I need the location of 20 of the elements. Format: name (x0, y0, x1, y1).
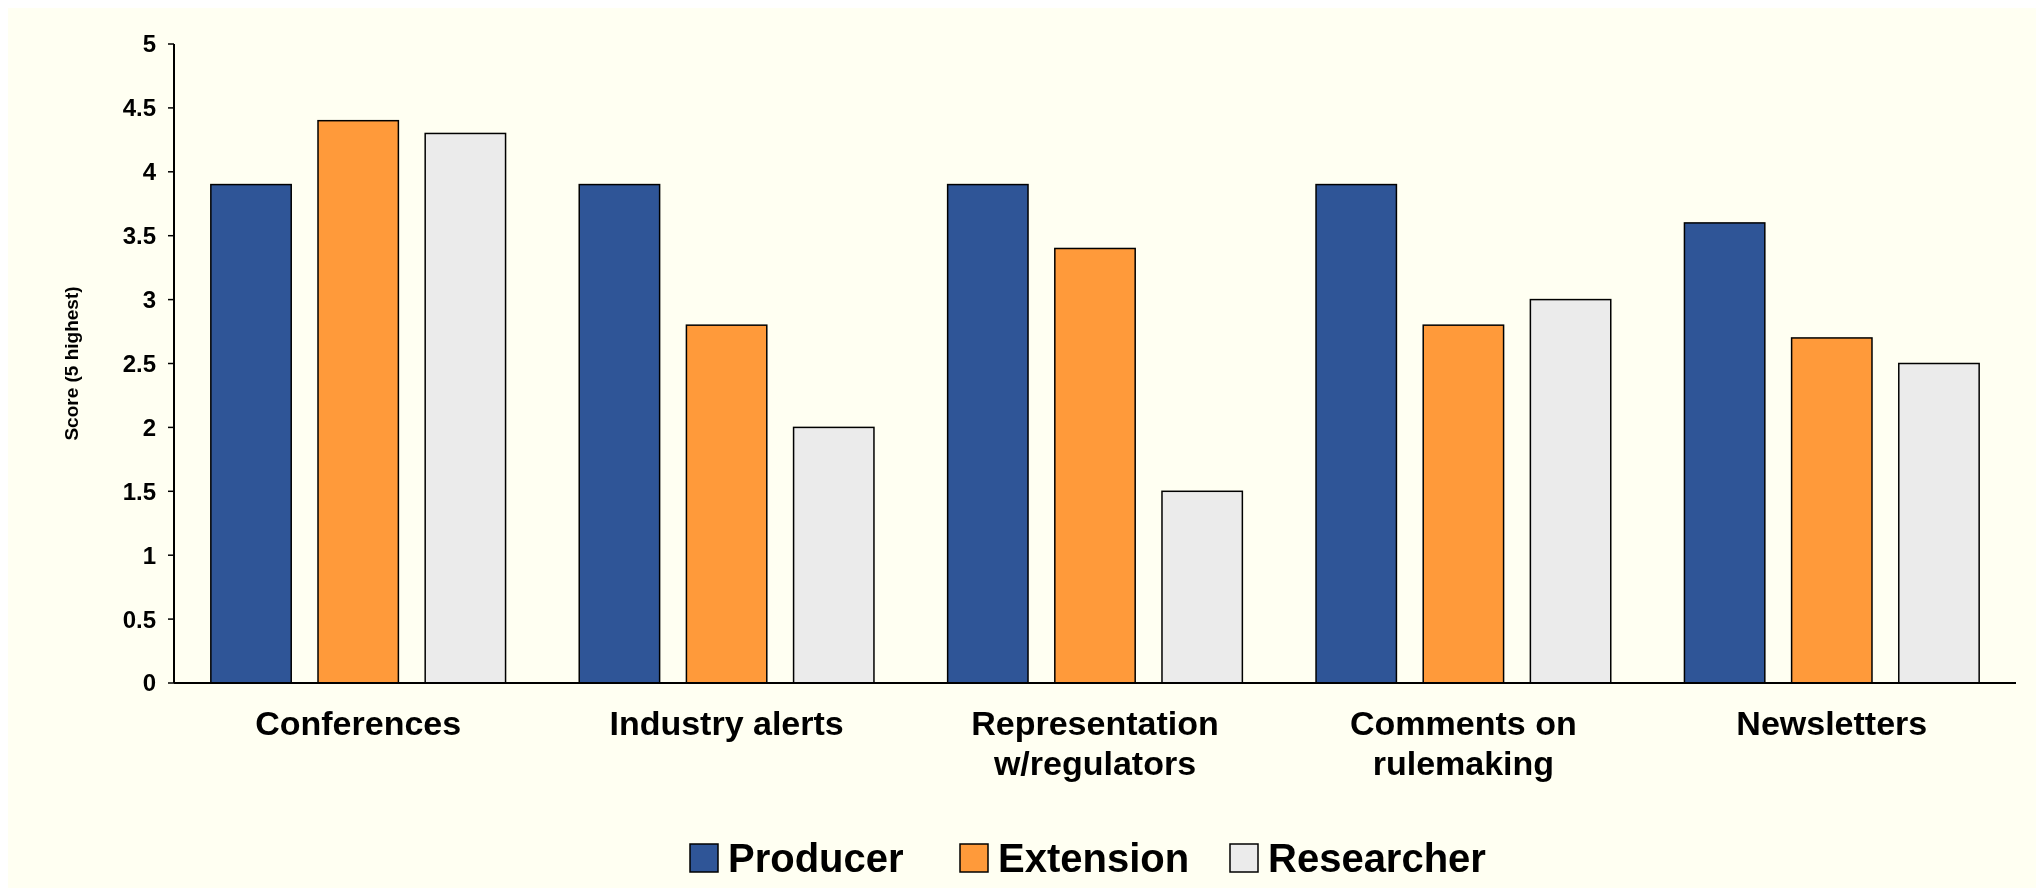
y-tick-label: 4.5 (122, 94, 156, 122)
x-tick-label: Industry alerts (609, 704, 844, 742)
x-tick-label: Comments on rulemaking (1350, 704, 1577, 782)
y-axis-title: Score (5 highest) (61, 286, 82, 441)
y-tick-label: 0.5 (122, 605, 156, 633)
x-tick-label: Representation w/regulators (971, 704, 1219, 782)
x-tick-label: Newsletters (1736, 704, 1928, 742)
y-tick-label: 0 (142, 669, 156, 697)
legend-label: Extension (998, 836, 1190, 880)
y-tick-label: 3.5 (122, 222, 156, 250)
legend-label: Researcher (1268, 836, 1486, 880)
y-tick-label: 2.5 (122, 349, 156, 377)
y-tick-label: 1 (142, 541, 156, 569)
y-tick-label: 5 (142, 30, 156, 58)
y-tick-label: 3 (142, 286, 156, 313)
y-tick-label: 1.5 (122, 477, 156, 505)
y-tick-label: 2 (142, 413, 156, 441)
y-tick-label: 4 (142, 158, 157, 186)
legend-label: Producer (728, 836, 904, 880)
x-tick-label: Conferences (255, 704, 462, 742)
